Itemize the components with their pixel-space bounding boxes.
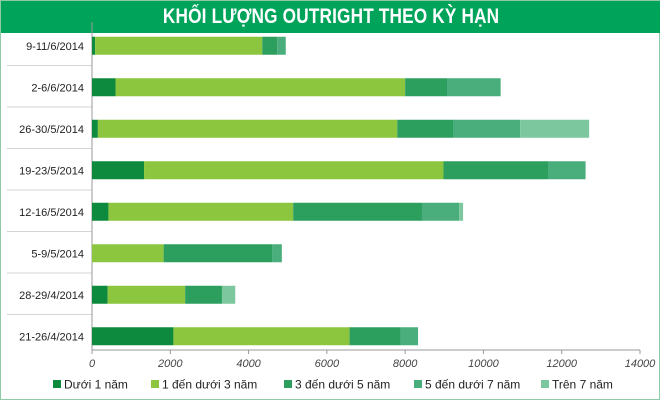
bar-segment xyxy=(164,244,272,262)
bar-segment xyxy=(92,244,164,262)
legend-label: Dưới 1 năm xyxy=(64,378,128,392)
legend-swatch xyxy=(151,380,159,388)
bar-segment xyxy=(92,286,108,304)
legend-swatch xyxy=(284,380,292,388)
x-tick-label: 14000 xyxy=(625,358,656,370)
legend-label: Trên 7 năm xyxy=(552,378,613,392)
legend-label: 5 đến dưới 7 năm xyxy=(425,378,520,392)
x-tick-label: 2000 xyxy=(157,358,183,370)
x-tick-label: 8000 xyxy=(393,358,418,370)
bar-segment xyxy=(405,78,447,96)
bar-segment xyxy=(173,327,349,345)
bar-segment xyxy=(108,203,293,221)
bar-segment xyxy=(520,120,589,138)
bar-segment xyxy=(397,120,453,138)
legend-swatch xyxy=(541,380,549,388)
category-label: 2-6/6/2014 xyxy=(31,82,84,94)
category-label: 26-30/5/2014 xyxy=(19,124,84,136)
category-label: 28-29/4/2014 xyxy=(19,290,84,302)
x-tick-label: 4000 xyxy=(236,358,261,370)
bar-segment xyxy=(92,37,95,55)
bar-segment xyxy=(262,37,277,55)
category-label: 12-16/5/2014 xyxy=(19,207,84,219)
legend-swatch xyxy=(414,380,422,388)
x-tick-label: 6000 xyxy=(315,358,340,370)
bar-segment xyxy=(98,120,397,138)
bar-segment xyxy=(293,203,422,221)
bar-segment xyxy=(454,120,521,138)
bar-segment xyxy=(92,327,173,345)
category-label: 19-23/5/2014 xyxy=(19,165,84,177)
bar-segment xyxy=(92,203,108,221)
bar-segment xyxy=(277,37,286,55)
bar-segment xyxy=(95,37,262,55)
bar-segment xyxy=(115,78,405,96)
bar-segment xyxy=(222,286,235,304)
bar-segment xyxy=(185,286,222,304)
bar-segment xyxy=(108,286,186,304)
category-label: 9-11/6/2014 xyxy=(26,41,84,53)
bar-segment xyxy=(447,78,501,96)
category-label: 5-9/5/2014 xyxy=(31,248,84,260)
bar-segment xyxy=(459,203,463,221)
x-tick-label: 10000 xyxy=(468,358,499,370)
bar-segment xyxy=(444,161,549,179)
legend-label: 1 đến dưới 3 năm xyxy=(162,378,257,392)
bar-segment xyxy=(548,161,585,179)
bar-segment xyxy=(92,78,115,96)
legend-label: 3 đến dưới 5 năm xyxy=(295,378,390,392)
category-label: 21-26/4/2014 xyxy=(19,331,84,343)
bar-segment xyxy=(422,203,459,221)
bar-segment xyxy=(350,327,401,345)
x-tick-label: 12000 xyxy=(546,358,577,370)
bar-segment xyxy=(144,161,443,179)
bar-segment xyxy=(92,120,98,138)
x-tick-label: 0 xyxy=(89,358,96,370)
bar-segment xyxy=(92,161,144,179)
bar-segment xyxy=(400,327,418,345)
bar-segment xyxy=(272,244,282,262)
legend-swatch xyxy=(53,380,61,388)
